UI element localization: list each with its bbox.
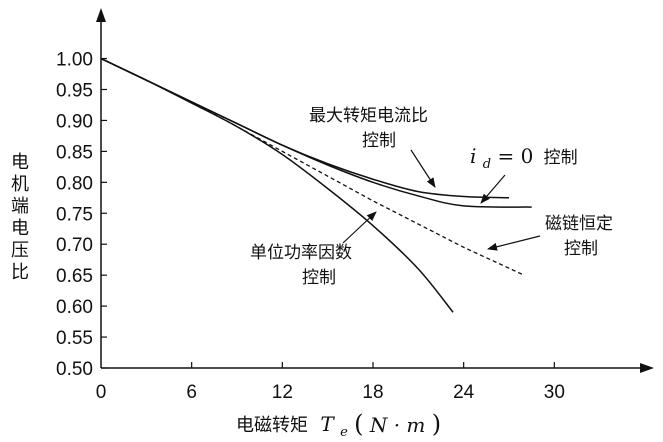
x-ticks: 0 6 12 18 24 30 <box>96 362 565 403</box>
y-tick-label: 0.70 <box>56 235 93 256</box>
y-tick-label: 0.50 <box>56 359 93 380</box>
x-tick-label: 24 <box>453 382 475 403</box>
x-label-paren-open: ( <box>354 410 363 438</box>
x-axis-arrow <box>640 363 654 373</box>
x-tick-label: 0 <box>96 382 107 403</box>
annotation-text: 磁链恒定 <box>545 214 613 234</box>
annotation-eq: = 0 <box>497 144 533 168</box>
x-label-text: 电磁转矩 <box>236 415 308 436</box>
y-ticks: 0.50 0.55 0.60 0.65 0.70 0.75 0.80 0.85 0.90 0.95… <box>56 50 107 380</box>
y-label-char: 机 <box>11 174 29 195</box>
annotation-arrow <box>480 174 506 204</box>
y-axis-label: 电 机 端 电 压 比 <box>11 152 29 283</box>
series-line-3 <box>100 57 454 313</box>
y-tick-label: 0.90 <box>56 111 93 132</box>
annotation-text: 控制 <box>362 131 396 151</box>
x-label-var: T <box>320 412 335 436</box>
y-label-char: 端 <box>11 196 29 217</box>
annotation-unity-power-factor: 单位功率因数 控制 <box>250 211 377 288</box>
annotation-sub: d <box>483 157 491 172</box>
y-tick-label: 0.65 <box>56 266 93 287</box>
x-label-unit: N · m <box>369 413 426 437</box>
annotation-arrow <box>410 149 436 188</box>
annotation-suffix: 控制 <box>544 148 578 168</box>
series-line-0 <box>100 57 510 199</box>
x-tick-label: 6 <box>186 382 197 403</box>
curves <box>100 57 532 313</box>
annotation-flux-constant: 磁链恒定 控制 <box>487 214 613 259</box>
y-tick-label: 0.75 <box>56 204 93 225</box>
y-tick-label: 0.85 <box>56 142 93 163</box>
annotation-text: 控制 <box>302 268 336 288</box>
x-label-sub: e <box>340 425 348 440</box>
y-tick-label: 0.95 <box>56 80 93 101</box>
x-tick-label: 30 <box>544 382 565 403</box>
annotation-max-torque-current: 最大转矩电流比 控制 <box>309 106 436 188</box>
y-label-char: 电 <box>11 218 29 239</box>
x-label-paren-close: ) <box>432 410 441 438</box>
y-axis-arrow <box>96 8 106 22</box>
annotation-arrow <box>342 211 377 244</box>
y-tick-label: 1.00 <box>56 50 93 71</box>
x-tick-label: 12 <box>272 382 293 403</box>
y-tick-label: 0.80 <box>56 173 93 194</box>
series-line-1 <box>100 57 532 208</box>
y-tick-label: 0.55 <box>56 328 93 349</box>
annotation-text: i d = 0 控制 <box>470 144 578 173</box>
y-label-char: 比 <box>11 262 29 283</box>
x-axis-label: 电磁转矩 T e ( N · m ) <box>236 410 441 441</box>
y-label-char: 压 <box>11 240 29 261</box>
annotation-id-zero: i d = 0 控制 <box>470 144 578 204</box>
y-tick-label: 0.60 <box>56 297 93 318</box>
series-line-2 <box>100 57 525 276</box>
annotation-text: 控制 <box>564 239 598 259</box>
annotation-arrow <box>487 235 541 251</box>
y-label-char: 电 <box>11 152 29 173</box>
x-tick-label: 18 <box>362 382 383 403</box>
annotation-var: i <box>470 144 476 168</box>
annotation-text: 最大转矩电流比 <box>309 106 428 126</box>
annotation-text: 单位功率因数 <box>250 243 352 263</box>
